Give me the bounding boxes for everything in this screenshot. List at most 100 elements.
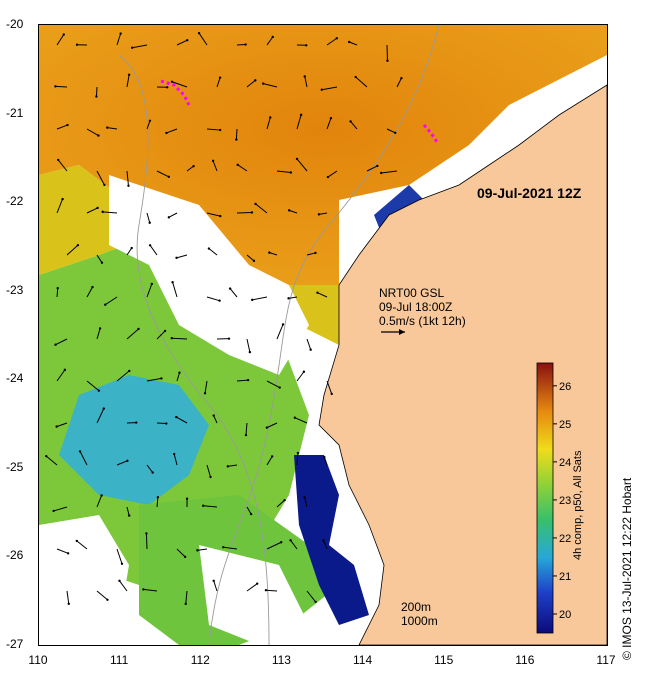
y-tick-label: -20 — [6, 17, 24, 31]
y-tick-label: -25 — [6, 459, 24, 474]
current-arrowhead — [287, 297, 290, 300]
current-arrow — [326, 37, 338, 46]
current-arrowhead — [170, 337, 174, 340]
current-arrowhead — [326, 175, 330, 179]
x-tick-label: 116 — [515, 653, 535, 667]
current-arrow — [66, 244, 79, 256]
x-tick-label: 111 — [110, 653, 129, 667]
current-arrowhead — [175, 415, 178, 419]
current-arrowhead — [314, 600, 317, 604]
current-arrow — [276, 324, 284, 340]
current-arrow — [56, 288, 59, 298]
current-arrow — [236, 379, 249, 382]
current-arrowhead — [212, 579, 215, 583]
current-arrow — [304, 76, 308, 88]
current-arrow — [348, 41, 358, 46]
current-arrowhead — [227, 337, 231, 340]
current-arrowhead — [102, 407, 106, 410]
land-mass — [318, 84, 607, 645]
current-arrow — [276, 170, 291, 174]
current-arrowhead — [196, 549, 199, 552]
y-tick-label: -23 — [6, 282, 24, 297]
current-arrowhead — [203, 392, 207, 395]
current-arrowhead — [211, 159, 215, 163]
current-arrowhead — [289, 171, 293, 174]
x-tick-label: 117 — [596, 653, 616, 667]
y-tick-label: -21 — [6, 105, 24, 120]
current-arrow — [355, 76, 368, 88]
current-arrow — [116, 460, 128, 466]
current-arrowhead — [145, 532, 148, 535]
current-arrowhead — [299, 113, 303, 117]
current-arrowhead — [379, 171, 383, 175]
current-arrow — [176, 548, 186, 558]
magenta-dots — [160, 79, 191, 106]
current-arrowhead — [131, 46, 134, 49]
current-arrow — [116, 548, 123, 564]
current-arrow — [116, 33, 122, 46]
current-arrowhead — [97, 389, 101, 392]
current-arrow — [246, 583, 258, 592]
current-arrowhead — [163, 329, 167, 333]
current-arrowhead — [160, 377, 163, 380]
current-arrowhead — [66, 123, 69, 127]
current-arrowhead — [283, 498, 286, 502]
current-arrowhead — [254, 202, 257, 206]
current-arrowhead — [236, 163, 239, 167]
current-arrowhead — [62, 33, 65, 36]
current-arrow — [76, 540, 88, 550]
current-arrow — [56, 198, 64, 214]
colorbar-tick-label: 20 — [559, 609, 571, 621]
current-arrow — [269, 252, 278, 256]
current-arrow — [95, 86, 98, 97]
current-arrowhead — [278, 386, 281, 389]
current-arrow — [104, 296, 118, 306]
current-vectors — [45, 31, 403, 606]
current-arrow — [146, 283, 153, 298]
current-arrowhead — [330, 392, 333, 396]
current-arrow — [96, 254, 103, 263]
current-arrow — [212, 160, 218, 172]
current-arrowhead — [376, 164, 379, 168]
current-arrow — [206, 296, 220, 302]
sst-cold-patch — [294, 455, 369, 625]
current-arrow — [56, 124, 68, 130]
current-arrow — [86, 286, 93, 298]
current-arrowhead — [55, 425, 58, 428]
current-arrowhead — [264, 588, 268, 592]
current-arrowhead — [137, 327, 140, 331]
current-arrowhead — [171, 280, 174, 284]
current-arrow — [56, 34, 65, 46]
current-arrow — [146, 212, 151, 223]
current-label-line1: NRT00 GSL — [379, 286, 444, 300]
current-arrowhead — [75, 539, 79, 543]
current-arrow — [252, 296, 268, 301]
current-arrow — [290, 540, 298, 550]
colorbar-tick-label: 21 — [559, 571, 571, 583]
current-arrow — [156, 497, 159, 508]
current-arrowhead — [63, 368, 67, 372]
current-arrowhead — [202, 504, 205, 507]
current-arrowhead — [100, 494, 103, 497]
current-arrowhead — [269, 116, 272, 119]
current-arrowhead — [303, 496, 306, 499]
current-arrowhead — [142, 588, 145, 591]
current-arrow — [386, 128, 396, 134]
current-arrow — [294, 417, 308, 424]
current-arrowhead — [175, 256, 178, 260]
current-arrowhead — [192, 164, 195, 168]
current-arrow — [86, 207, 98, 214]
current-arrowhead — [78, 450, 82, 453]
current-arrowhead — [262, 82, 265, 85]
current-arrow — [156, 170, 169, 178]
current-arrowhead — [354, 75, 357, 79]
current-arrowhead — [252, 259, 256, 263]
current-arrowhead — [295, 157, 299, 161]
current-arrow — [204, 380, 208, 394]
current-arrowhead — [170, 80, 174, 83]
current-arrowhead — [97, 134, 100, 137]
scale-arrowhead — [399, 329, 405, 335]
current-arrowhead — [349, 120, 352, 123]
current-arrow — [176, 254, 188, 259]
current-arrow — [327, 170, 338, 178]
